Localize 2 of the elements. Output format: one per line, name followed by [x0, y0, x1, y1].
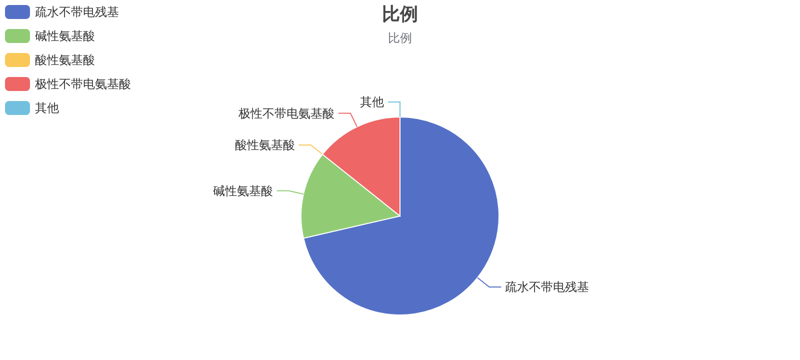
title: 比例: [382, 4, 418, 25]
subtitle: 比例: [388, 31, 412, 45]
